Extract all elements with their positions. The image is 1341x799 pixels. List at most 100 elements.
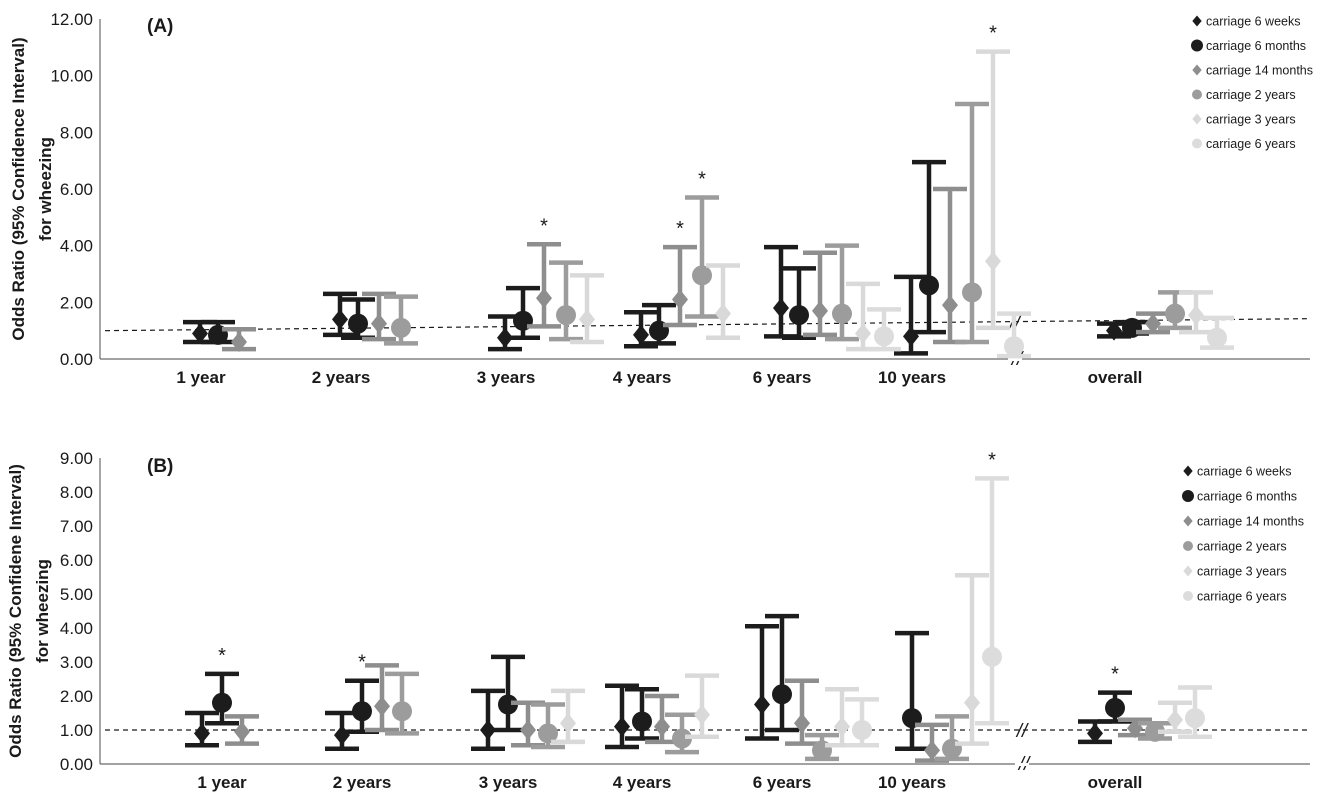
error-bar bbox=[570, 273, 604, 345]
error-bar bbox=[663, 244, 697, 328]
data-point-diamond bbox=[1087, 723, 1103, 744]
error-bar bbox=[975, 476, 1009, 726]
data-point-diamond bbox=[234, 721, 250, 742]
data-point-diamond bbox=[194, 723, 210, 744]
error-bar bbox=[976, 49, 1010, 331]
data-point-circle bbox=[672, 728, 692, 749]
y-tick-label: 8.00 bbox=[60, 483, 93, 502]
data-point-circle bbox=[538, 723, 558, 744]
y-tick-label: 5.00 bbox=[60, 585, 93, 604]
y-axis-title-line1: Odds Ratio (95% Confidene Interval) bbox=[6, 464, 25, 758]
data-point-circle bbox=[391, 317, 411, 338]
y-axis-title-line2: for wheezing bbox=[36, 137, 55, 241]
y-tick-label: 9.00 bbox=[60, 449, 93, 468]
y-tick-label: 2.00 bbox=[60, 687, 93, 706]
series-6: * bbox=[845, 449, 1212, 748]
data-point-diamond bbox=[942, 295, 958, 316]
legend-item: carriage 6 years bbox=[1192, 137, 1296, 151]
legend-label: carriage 14 months bbox=[1197, 515, 1304, 529]
legend-marker-diamond bbox=[1183, 465, 1193, 477]
legend-item: carriage 14 months bbox=[1192, 64, 1313, 78]
data-point-diamond bbox=[694, 704, 710, 725]
y-tick-label: 6.00 bbox=[60, 180, 93, 199]
data-point-circle bbox=[852, 720, 872, 740]
legend-marker-diamond bbox=[1192, 15, 1202, 27]
y-axis-title-line2: for wheezing bbox=[33, 559, 52, 663]
error-bar bbox=[955, 101, 989, 345]
data-point-diamond bbox=[672, 289, 688, 310]
y-tick-label: 1.00 bbox=[60, 721, 93, 740]
data-point-diamond bbox=[794, 713, 810, 734]
data-point-diamond bbox=[374, 696, 390, 717]
legend-label: carriage 6 weeks bbox=[1197, 465, 1292, 479]
legend-marker-circle bbox=[1191, 39, 1203, 52]
error-bar bbox=[605, 683, 639, 750]
legend-label: carriage 6 years bbox=[1206, 137, 1296, 151]
legend-label: carriage 2 years bbox=[1206, 88, 1296, 102]
data-point-diamond bbox=[855, 323, 871, 344]
panel-a: 0.00 2.00 4.00 6.00 8.00 10.00 12.00 Odds Ratio… bbox=[9, 10, 1313, 387]
significance-star: * bbox=[540, 215, 548, 237]
axis-break-gap bbox=[1015, 763, 1029, 766]
y-tick-label: 8.00 bbox=[60, 123, 93, 142]
data-point-diamond bbox=[560, 713, 576, 734]
data-point-diamond bbox=[192, 323, 208, 344]
data-point-diamond bbox=[754, 694, 770, 715]
legend-label: carriage 3 years bbox=[1206, 113, 1296, 127]
data-point-diamond bbox=[715, 303, 731, 324]
data-point-diamond bbox=[1167, 709, 1183, 730]
axis-break-gap bbox=[1008, 358, 1022, 361]
significance-star: * bbox=[989, 23, 997, 45]
x-category-label: 4 years bbox=[613, 773, 672, 792]
data-point-diamond bbox=[332, 309, 348, 330]
error-bar bbox=[912, 159, 946, 335]
y-tick-label: 12.00 bbox=[50, 10, 93, 29]
legend-marker-circle bbox=[1182, 490, 1194, 502]
significance-star: * bbox=[218, 645, 226, 667]
legend-item: carriage 3 years bbox=[1183, 565, 1287, 579]
significance-star: * bbox=[988, 449, 996, 471]
legend-item: carriage 2 years bbox=[1192, 88, 1296, 102]
x-category-label: 1 year bbox=[197, 773, 247, 792]
data-point-diamond bbox=[903, 326, 919, 347]
data-point-diamond bbox=[633, 324, 649, 345]
data-point-circle bbox=[498, 694, 518, 715]
x-category-label: 3 years bbox=[479, 773, 538, 792]
legend-item: carriage 3 years bbox=[1192, 113, 1296, 127]
error-bar bbox=[895, 630, 929, 751]
error-bar bbox=[955, 573, 989, 746]
panel-label: (B) bbox=[147, 456, 173, 477]
y-tick-label: 4.00 bbox=[60, 237, 93, 256]
data-point-diamond bbox=[773, 298, 789, 318]
data-point-diamond bbox=[812, 300, 828, 321]
y-tick-label: 6.00 bbox=[60, 551, 93, 570]
y-tick-label: 0.00 bbox=[60, 350, 93, 369]
data-point-diamond bbox=[1188, 305, 1204, 326]
legend-item: carriage 6 weeks bbox=[1183, 465, 1292, 479]
significance-star: * bbox=[676, 218, 684, 240]
error-bar bbox=[745, 624, 779, 741]
series-5: * bbox=[570, 23, 1213, 352]
legend-marker-diamond bbox=[1192, 113, 1202, 125]
data-point-circle bbox=[692, 265, 712, 286]
legend-label: carriage 6 years bbox=[1197, 590, 1287, 604]
reference-line bbox=[104, 318, 1311, 332]
x-category-label: 2 years bbox=[312, 368, 371, 387]
data-point-circle bbox=[556, 305, 576, 326]
error-bar bbox=[933, 186, 967, 345]
significance-star: * bbox=[698, 169, 706, 191]
y-tick-label: 7.00 bbox=[60, 517, 93, 536]
data-point-circle bbox=[919, 275, 939, 296]
data-point-diamond bbox=[654, 716, 670, 737]
data-point-diamond bbox=[1145, 313, 1161, 334]
series-4 bbox=[385, 671, 1172, 762]
data-point-diamond bbox=[985, 251, 1001, 272]
x-category-label: overall bbox=[1088, 773, 1143, 792]
data-point-diamond bbox=[834, 716, 850, 737]
series-5 bbox=[551, 573, 1192, 748]
data-point-diamond bbox=[334, 725, 350, 746]
data-point-diamond bbox=[614, 716, 630, 737]
data-point-diamond bbox=[520, 720, 536, 740]
panel-label: (A) bbox=[147, 16, 173, 37]
legend: carriage 6 weeks carriage 6 months carriag… bbox=[1191, 15, 1313, 151]
